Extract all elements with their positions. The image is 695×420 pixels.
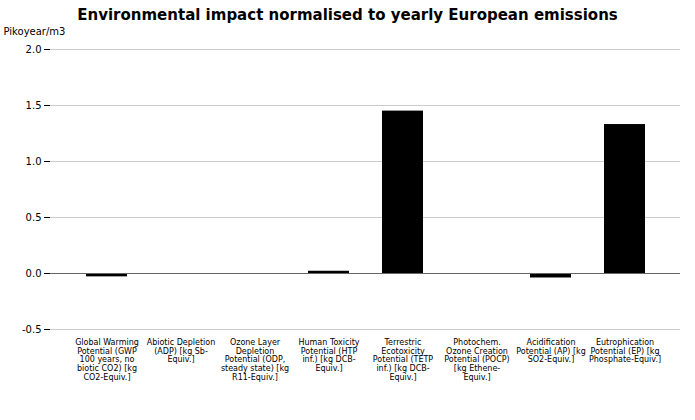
svg-text:Pikoyear/m3: Pikoyear/m3 — [4, 26, 66, 37]
svg-text:AcidificationPotential (AP) [k: AcidificationPotential (AP) [kgSO2-Equiv… — [516, 338, 586, 365]
svg-text:EutrophicationPotential (EP) [: EutrophicationPotential (EP) [kgPhosphat… — [589, 338, 661, 365]
svg-text:Ozone LayerDepletionPotential: Ozone LayerDepletionPotential (ODP,stead… — [221, 338, 289, 382]
svg-text:2.0: 2.0 — [26, 44, 42, 55]
svg-text:-0.5: -0.5 — [22, 324, 42, 335]
svg-text:Abiotic Depletion(ADP) [kg Sb-: Abiotic Depletion(ADP) [kg Sb-Equiv.] — [147, 338, 216, 365]
svg-text:Human ToxicityPotential (HTPin: Human ToxicityPotential (HTPinf.) [kg DC… — [298, 338, 359, 373]
svg-text:Photochem.Ozone CreationPotent: Photochem.Ozone CreationPotential (POCP)… — [444, 338, 509, 382]
svg-text:1.5: 1.5 — [26, 100, 42, 111]
svg-text:0.5: 0.5 — [26, 212, 42, 223]
html-text:Environmental impact normalise: Environmental impact normalised to yearl… — [77, 6, 618, 24]
svg-text:1.0: 1.0 — [26, 156, 42, 167]
svg-text:0.0: 0.0 — [26, 268, 42, 279]
svg-text:Global WarmingPotential (GWP10: Global WarmingPotential (GWP100 years, n… — [75, 338, 139, 382]
svg-text:TerrestricEcotoxicityPotential: TerrestricEcotoxicityPotential (TETPinf.… — [373, 338, 434, 382]
